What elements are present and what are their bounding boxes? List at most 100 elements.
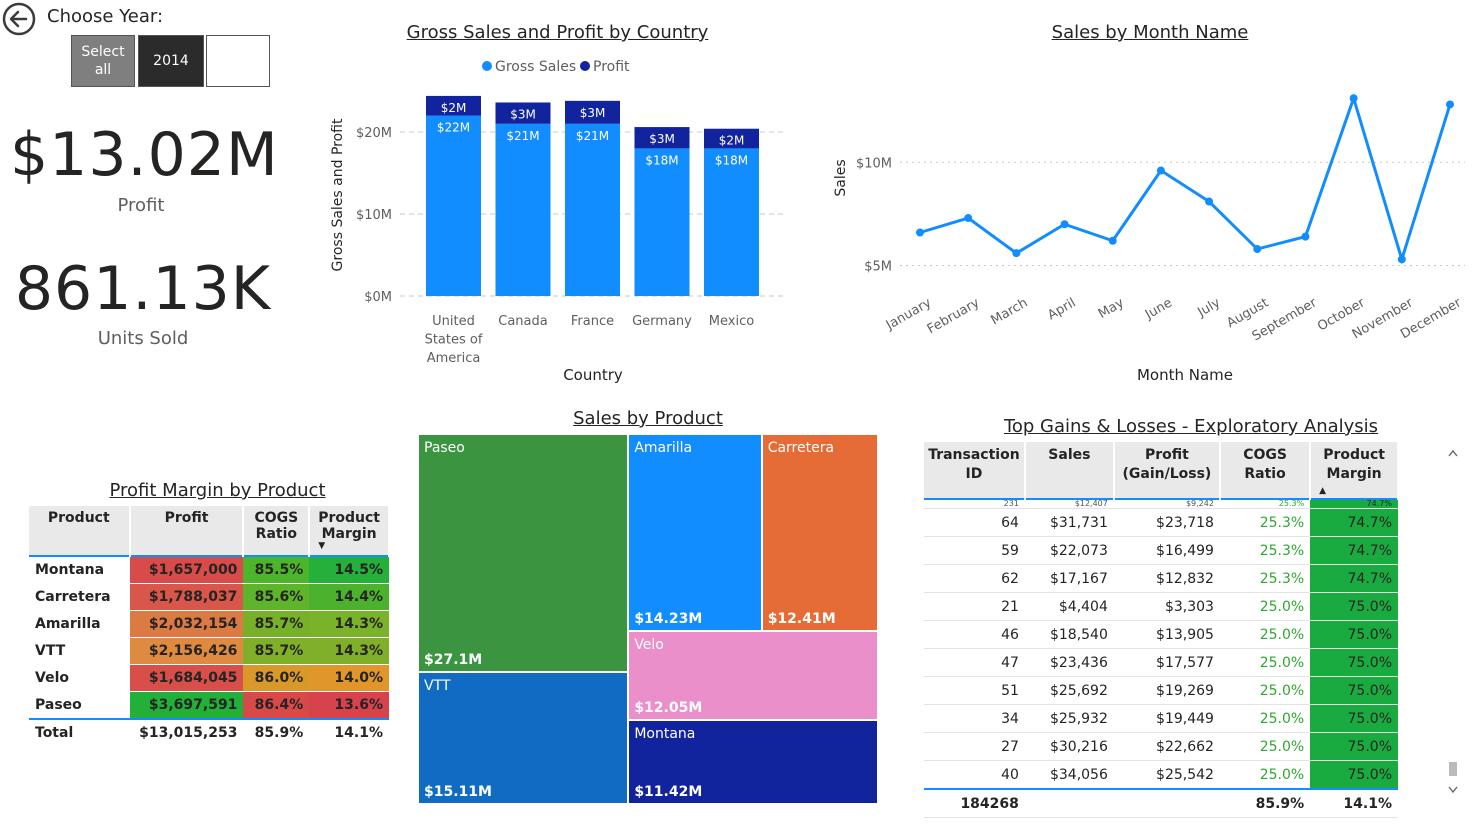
data-point xyxy=(1253,245,1262,254)
bar-profit xyxy=(565,100,620,124)
partial-profit: $9,242 xyxy=(1113,499,1220,509)
y-tick-label: $20M xyxy=(356,126,392,141)
row-sales: $4,404 xyxy=(1024,592,1114,621)
table-row-partial[interactable]: 231 $12,407 $9,242 25.3% 74.7% xyxy=(924,499,1398,509)
row-product-name: VTT xyxy=(29,637,130,665)
row-cogs-ratio: 86.4% xyxy=(243,691,310,720)
table-row[interactable]: 64 $31,731 $23,718 25.3% 74.7% xyxy=(924,508,1398,537)
table-row[interactable]: Paseo $3,697,591 86.4% 13.6% xyxy=(29,691,389,720)
data-point xyxy=(1446,100,1454,109)
units-sold-kpi-value: 861.13K xyxy=(14,254,272,324)
table-row[interactable]: 47 $23,436 $17,577 25.0% 75.0% xyxy=(924,648,1398,677)
row-profit: $2,032,154 xyxy=(129,610,244,638)
row-transaction-id: 64 xyxy=(924,508,1025,537)
table-row[interactable]: 51 $25,692 $19,269 25.0% 75.0% xyxy=(924,676,1398,705)
top-gains-table: Transaction ID Sales Profit (Gain/Loss) … xyxy=(924,442,1399,818)
profit-kpi-value: $13.02M xyxy=(10,120,279,190)
treemap-tile-value: $14.23M xyxy=(634,610,703,627)
row-product-margin: 14.3% xyxy=(309,637,389,665)
row-profit: $2,156,426 xyxy=(129,637,244,665)
sales-line xyxy=(919,93,1452,265)
treemap-tile-vtt[interactable]: VTT $15.11M xyxy=(418,671,629,804)
data-point xyxy=(1349,94,1358,103)
row-transaction-id: 59 xyxy=(924,536,1025,565)
slicer-year-2014-button[interactable]: 2014 xyxy=(138,35,204,87)
data-point xyxy=(964,214,973,223)
slicer-title: Choose Year: xyxy=(47,6,164,27)
table-row[interactable]: 46 $18,540 $13,905 25.0% 75.0% xyxy=(924,620,1398,649)
treemap-tile-value: $12.05M xyxy=(634,699,703,716)
row-profit: $16,499 xyxy=(1113,536,1220,565)
sort-ascending-icon[interactable]: ▲ xyxy=(1319,486,1327,496)
x-tick-label: Germany xyxy=(632,314,692,329)
table-row[interactable]: Amarilla $2,032,154 85.7% 14.3% xyxy=(29,610,389,638)
bar-gross-sales xyxy=(634,148,690,296)
treemap-tile-paseo[interactable]: Paseo $27.1M xyxy=(418,434,629,672)
row-cogs-ratio: 85.6% xyxy=(243,583,310,611)
slicer-blank-button[interactable] xyxy=(206,35,270,87)
column-header-profit[interactable]: Profit xyxy=(129,506,245,556)
treemap-tile-velo[interactable]: Velo $12.05M xyxy=(628,630,878,720)
row-cogs-ratio: 85.5% xyxy=(243,556,310,584)
table-row[interactable]: VTT $2,156,426 85.7% 14.3% xyxy=(29,637,389,665)
data-label-gross-sales: $21M xyxy=(576,129,609,143)
data-point xyxy=(1156,166,1165,175)
treemap-tile-value: $11.42M xyxy=(634,783,703,800)
column-header-product-margin[interactable]: Product Margin ▲ xyxy=(1310,442,1399,499)
row-sales: $25,692 xyxy=(1024,676,1114,705)
table-scrollbar[interactable] xyxy=(1446,442,1460,802)
treemap-tile-value: $15.11M xyxy=(424,783,492,800)
y-tick-label: $10M xyxy=(856,156,892,171)
column-header-cogs-ratio[interactable]: COGS Ratio xyxy=(243,506,311,556)
column-header-profit-gain-loss[interactable]: Profit (Gain/Loss) xyxy=(1113,442,1221,499)
column-header-transaction-id[interactable]: Transaction ID xyxy=(924,442,1026,499)
table-row[interactable]: 21 $4,404 $3,303 25.0% 75.0% xyxy=(924,592,1398,621)
x-tick-label: Mexico xyxy=(709,314,754,329)
bar-gross-sales xyxy=(565,123,620,296)
x-tick-label: April xyxy=(1045,295,1078,323)
sort-descending-icon[interactable]: ▼ xyxy=(318,541,326,551)
row-cogs-ratio: 25.0% xyxy=(1219,592,1311,621)
table-row[interactable]: Carretera $1,788,037 85.6% 14.4% xyxy=(29,583,389,611)
column-header-sales[interactable]: Sales xyxy=(1024,442,1115,499)
row-product-margin: 75.0% xyxy=(1310,648,1398,677)
tg-total-cogs: 85.9% xyxy=(1219,789,1311,818)
treemap-tile-carretera[interactable]: Carretera $12.41M xyxy=(761,434,878,631)
treemap-tile-name: Carretera xyxy=(767,440,835,456)
back-arrow-icon[interactable] xyxy=(2,2,36,36)
data-label-gross-sales: $18M xyxy=(645,153,678,167)
treemap-tile-montana[interactable]: Montana $11.42M xyxy=(628,719,878,804)
treemap-tile-amarilla[interactable]: Amarilla $14.23M xyxy=(628,434,762,631)
data-point xyxy=(1397,255,1406,264)
row-cogs-ratio: 25.0% xyxy=(1219,732,1311,761)
bar-profit xyxy=(634,127,690,149)
table-row[interactable]: 62 $17,167 $12,832 25.3% 74.7% xyxy=(924,564,1398,593)
column-header-product-margin[interactable]: Product Margin ▼ xyxy=(309,506,390,556)
table-row[interactable]: 59 $22,073 $16,499 25.3% 74.7% xyxy=(924,536,1398,565)
gross-sales-profit-chart[interactable]: Gross Sales Profit $0M $10M $20M Gross Sales … xyxy=(320,50,800,395)
row-cogs-ratio: 85.7% xyxy=(243,637,310,665)
data-label-profit: $3M xyxy=(580,106,606,120)
row-product-name: Amarilla xyxy=(29,610,130,638)
table-row[interactable]: Montana $1,657,000 85.5% 14.5% xyxy=(29,556,389,584)
table-row[interactable]: Velo $1,684,045 86.0% 14.0% xyxy=(29,664,389,692)
row-cogs-ratio: 25.0% xyxy=(1219,620,1311,649)
table-row[interactable]: 34 $25,932 $19,449 25.0% 75.0% xyxy=(924,704,1398,733)
row-transaction-id: 40 xyxy=(924,760,1025,790)
row-cogs-ratio: 25.3% xyxy=(1219,536,1311,565)
data-label-profit: $2M xyxy=(719,134,745,148)
data-label-profit: $2M xyxy=(441,101,467,115)
sales-by-product-treemap[interactable]: Paseo $27.1M VTT $15.11M Amarilla $14.23M Carr… xyxy=(418,434,878,804)
slicer-select-all-button[interactable]: Select all xyxy=(71,35,135,87)
partial-sales: $12,407 xyxy=(1024,499,1114,509)
column-header-product[interactable]: Product xyxy=(29,506,131,556)
table-row[interactable]: 40 $34,056 $25,542 25.0% 75.0% xyxy=(924,760,1398,790)
table-row[interactable]: 27 $30,216 $22,662 25.0% 75.0% xyxy=(924,732,1398,761)
column-header-cogs-ratio[interactable]: COGS Ratio xyxy=(1219,442,1312,499)
treemap-tile-name: Velo xyxy=(634,636,664,653)
legend-profit-marker xyxy=(580,61,590,71)
data-point xyxy=(1108,236,1117,245)
tg-total-margin: 14.1% xyxy=(1310,789,1398,818)
x-tick-label: June xyxy=(1142,295,1175,323)
